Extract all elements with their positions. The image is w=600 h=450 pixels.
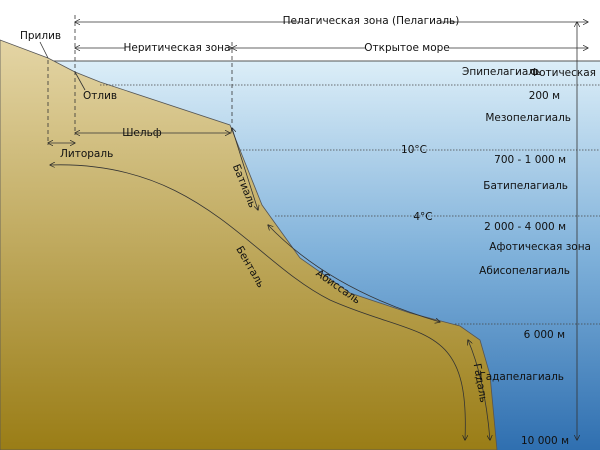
- label: Батипелагиаль: [483, 180, 568, 192]
- label: Мезопелагиаль: [485, 112, 571, 124]
- label: Эпипелагиаль: [462, 66, 541, 78]
- label: Гадапелагиаль: [479, 371, 564, 383]
- label: 700 - 1 000 м: [494, 154, 566, 166]
- label-bg: [302, 16, 440, 28]
- label: 10°C: [401, 144, 427, 156]
- label: Литораль: [60, 148, 113, 160]
- label-bg: [125, 42, 229, 54]
- label: Шельф: [122, 127, 162, 139]
- label: 10 000 м: [521, 435, 569, 447]
- label: Пелагическая зона (Пелагиаль): [283, 15, 460, 27]
- label: Абисопелагиаль: [479, 265, 570, 277]
- label: 4°C: [413, 211, 432, 223]
- label: Неритическая зона: [124, 42, 231, 54]
- label: Открытое море: [364, 42, 450, 54]
- label: 2 000 - 4 000 м: [484, 221, 566, 233]
- label: 200 м: [529, 90, 560, 102]
- label: Отлив: [83, 90, 117, 102]
- label: 6 000 м: [524, 329, 565, 341]
- label: Фотическая: [530, 67, 596, 79]
- label: Прилив: [20, 30, 61, 42]
- label: Афотическая зона: [489, 241, 591, 253]
- label-bg: [365, 42, 449, 54]
